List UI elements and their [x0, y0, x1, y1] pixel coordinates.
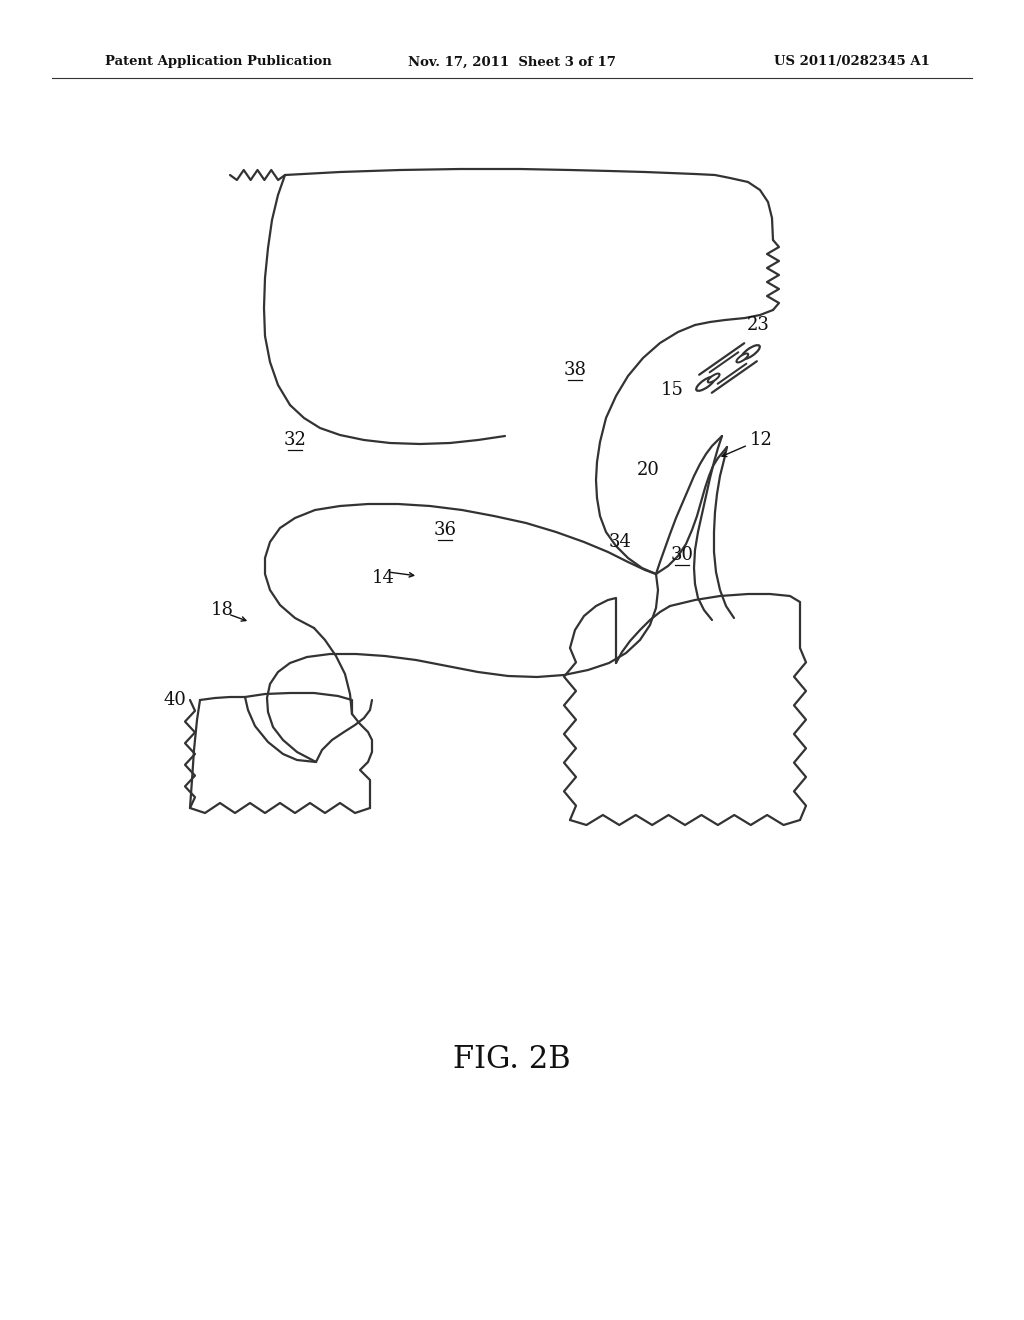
- Text: 15: 15: [660, 381, 683, 399]
- Text: 14: 14: [372, 569, 394, 587]
- Text: 36: 36: [433, 521, 457, 539]
- Text: 20: 20: [637, 461, 659, 479]
- Text: US 2011/0282345 A1: US 2011/0282345 A1: [774, 55, 930, 69]
- Text: 34: 34: [608, 533, 632, 550]
- Ellipse shape: [696, 376, 715, 391]
- Text: 30: 30: [671, 546, 693, 564]
- Ellipse shape: [741, 345, 760, 359]
- Text: 38: 38: [563, 360, 587, 379]
- Text: 12: 12: [750, 432, 773, 449]
- Text: 18: 18: [211, 601, 233, 619]
- Text: Patent Application Publication: Patent Application Publication: [105, 55, 332, 69]
- Text: 32: 32: [284, 432, 306, 449]
- Text: 23: 23: [746, 315, 769, 334]
- Text: Nov. 17, 2011  Sheet 3 of 17: Nov. 17, 2011 Sheet 3 of 17: [408, 55, 616, 69]
- Ellipse shape: [736, 354, 749, 363]
- Text: 40: 40: [164, 690, 186, 709]
- Ellipse shape: [708, 374, 720, 383]
- Text: FIG. 2B: FIG. 2B: [454, 1044, 570, 1076]
